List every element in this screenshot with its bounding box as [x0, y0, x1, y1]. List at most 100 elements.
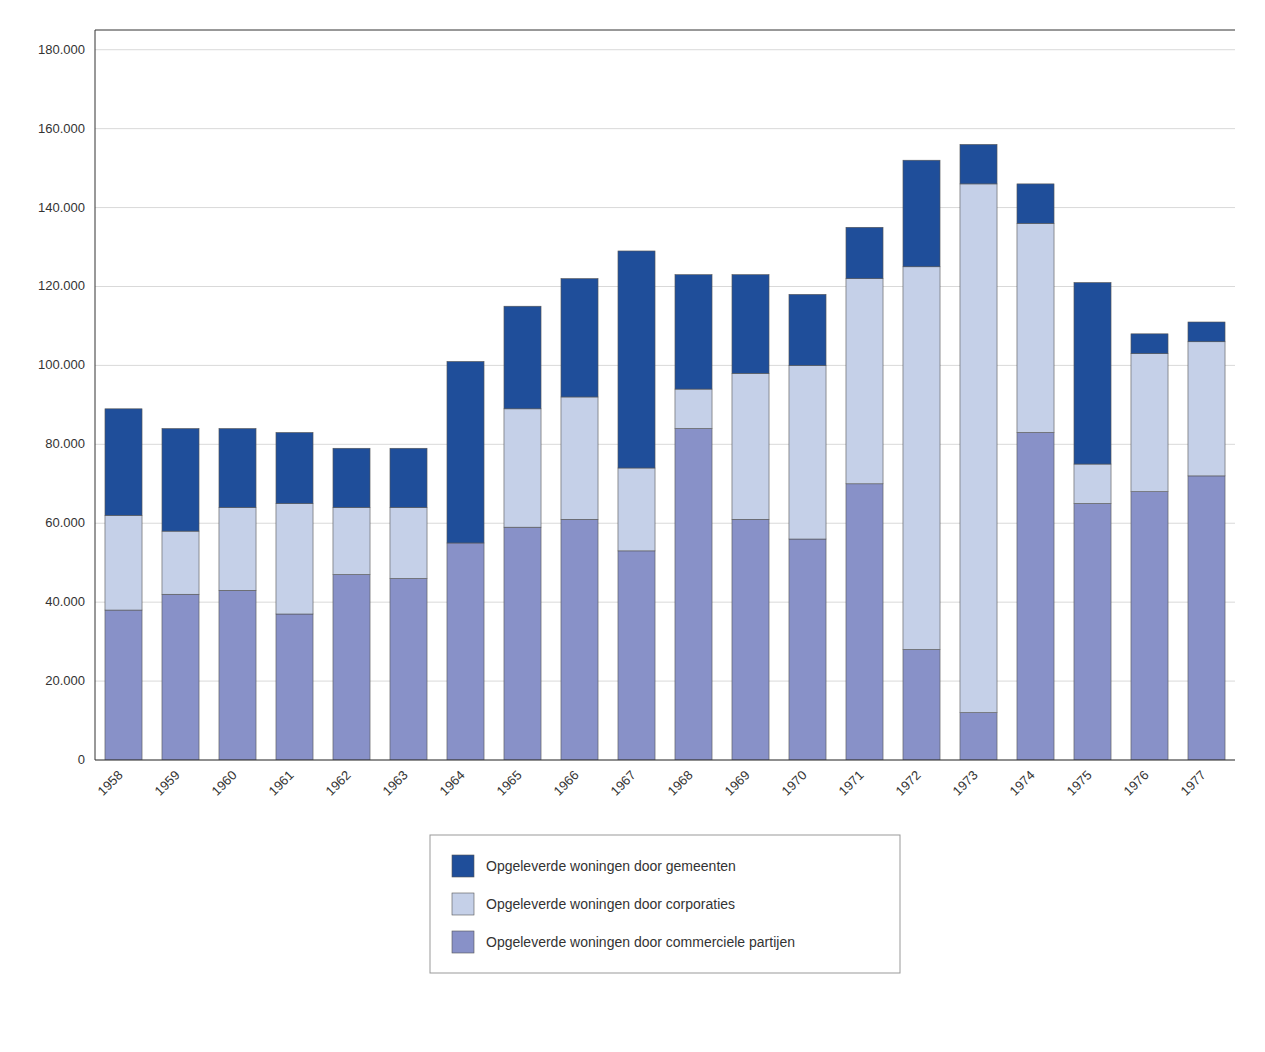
bar-segment — [675, 275, 712, 389]
bar-segment — [732, 373, 769, 519]
bar-segment — [276, 432, 313, 503]
bars — [105, 144, 1225, 760]
y-tick-label: 120.000 — [38, 278, 85, 293]
bar-segment — [447, 361, 484, 543]
y-axis-line — [95, 30, 96, 760]
x-tick-label: 1969 — [722, 768, 753, 799]
bar-segment — [561, 519, 598, 760]
bar-segment — [960, 713, 997, 760]
y-tick-label: 180.000 — [38, 42, 85, 57]
bar-segment — [219, 590, 256, 760]
legend-frame — [430, 835, 900, 973]
x-tick-label: 1962 — [323, 768, 354, 799]
bar-segment — [960, 144, 997, 183]
x-tick-label: 1960 — [209, 768, 240, 799]
x-tick-label: 1967 — [608, 768, 639, 799]
y-tick-label: 60.000 — [45, 515, 85, 530]
bar-segment — [618, 251, 655, 468]
bar-segment — [1131, 492, 1168, 760]
y-tick-labels: 0 20.000 40.000 60.000 80.000 100.000 120.000 1… — [38, 42, 85, 767]
bar-segment — [1074, 283, 1111, 465]
grid-line — [95, 365, 1235, 366]
bar-segment — [1074, 504, 1111, 760]
bar-segment — [105, 409, 142, 516]
x-tick-label: 1964 — [437, 768, 468, 799]
bar-segment — [1188, 476, 1225, 760]
x-tick-label: 1968 — [665, 768, 696, 799]
x-tick-label: 1965 — [494, 768, 525, 799]
grid-line — [95, 523, 1235, 524]
legend-swatch — [452, 931, 474, 953]
y-tick-label: 20.000 — [45, 673, 85, 688]
x-tick-label: 1959 — [152, 768, 183, 799]
bar-segment — [105, 610, 142, 760]
bar-segment — [960, 184, 997, 713]
bar-segment — [903, 160, 940, 267]
bar-segment — [219, 507, 256, 590]
legend-swatch — [452, 855, 474, 877]
bar-segment — [162, 531, 199, 594]
bar-segment — [504, 306, 541, 409]
bar-segment — [1017, 223, 1054, 432]
y-tick-label: 100.000 — [38, 357, 85, 372]
grid-line — [95, 760, 1235, 761]
y-tick-label: 140.000 — [38, 200, 85, 215]
bar-segment — [105, 515, 142, 610]
bar-segment — [561, 397, 598, 519]
plot-top-line — [95, 30, 1235, 31]
bar-segment — [276, 504, 313, 614]
bar-segment — [447, 543, 484, 760]
series — [105, 429, 1225, 760]
bar-segment — [732, 275, 769, 374]
x-tick-labels: 1958195919601961196219631964196519661967… — [95, 768, 1209, 799]
grid-line — [95, 444, 1235, 445]
bar-segment — [1017, 432, 1054, 760]
x-tick-label: 1973 — [950, 768, 981, 799]
bar-segment — [333, 575, 370, 760]
x-tick-label: 1975 — [1064, 768, 1095, 799]
x-tick-label: 1970 — [779, 768, 810, 799]
x-tick-label: 1976 — [1121, 768, 1152, 799]
series — [105, 184, 1225, 713]
bar-segment — [732, 519, 769, 760]
bar-segment — [162, 429, 199, 532]
bar-segment — [846, 227, 883, 278]
bar-segment — [846, 279, 883, 484]
x-tick-label: 1977 — [1178, 768, 1209, 799]
x-tick-label: 1966 — [551, 768, 582, 799]
x-tick-label: 1963 — [380, 768, 411, 799]
grid-line — [95, 128, 1235, 129]
x-tick-label: 1972 — [893, 768, 924, 799]
bar-segment — [162, 594, 199, 760]
x-tick-label: 1958 — [95, 768, 126, 799]
bar-segment — [561, 279, 598, 397]
y-tick-label: 80.000 — [45, 436, 85, 451]
bar-segment — [903, 650, 940, 760]
y-grid — [95, 50, 1235, 760]
grid-line — [95, 681, 1235, 682]
bar-segment — [1131, 334, 1168, 354]
grid-line — [95, 602, 1235, 603]
y-tick-label: 160.000 — [38, 121, 85, 136]
bar-segment — [618, 551, 655, 760]
bar-segment — [846, 484, 883, 760]
bar-segment — [504, 527, 541, 760]
bar-segment — [1131, 354, 1168, 492]
bar-segment — [618, 468, 655, 551]
legend-label: Opgeleverde woningen door gemeenten — [486, 858, 736, 874]
bar-segment — [789, 294, 826, 365]
y-tick-label: 40.000 — [45, 594, 85, 609]
bar-segment — [219, 429, 256, 508]
bar-segment — [1017, 184, 1054, 223]
x-tick-label: 1971 — [836, 768, 867, 799]
x-axis-line — [95, 760, 1235, 761]
bar-segment — [789, 539, 826, 760]
bar-segment — [675, 389, 712, 428]
y-tick-label: 0 — [78, 752, 85, 767]
x-tick-label: 1974 — [1007, 768, 1038, 799]
legend-swatch — [452, 893, 474, 915]
bar-segment — [903, 267, 940, 650]
bar-segment — [675, 429, 712, 760]
bar-segment — [1188, 322, 1225, 342]
bar-segment — [1188, 342, 1225, 476]
